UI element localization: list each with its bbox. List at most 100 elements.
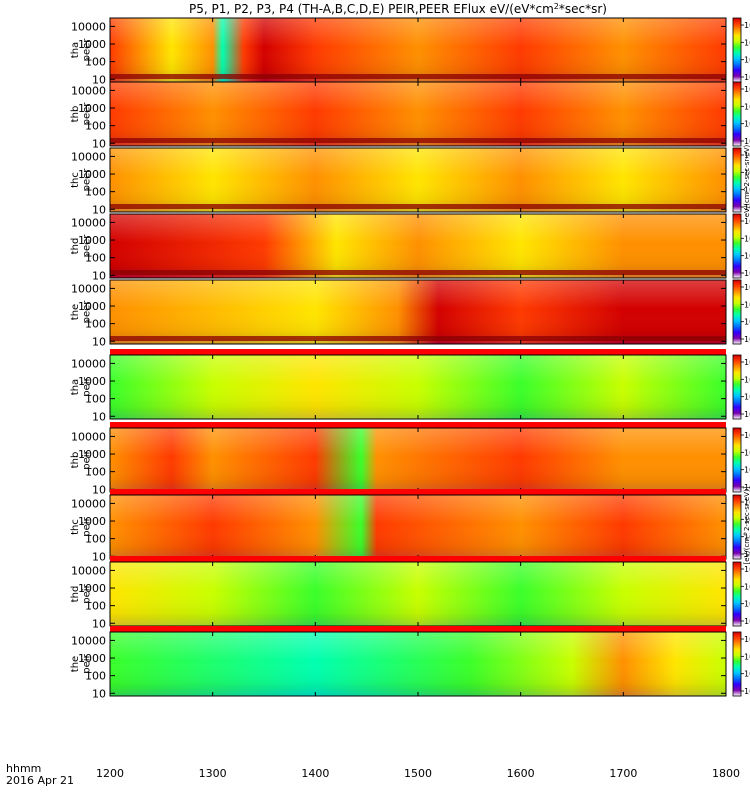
y-tick-label: 100 (85, 600, 106, 613)
gap-marker-band (110, 556, 726, 558)
colorbar-tick-label: 107 (744, 497, 750, 507)
energy-shading (110, 18, 726, 82)
energy-shading (110, 280, 726, 344)
energy-shading (110, 632, 726, 696)
chart-title: P5, P1, P2, P3, P4 (TH-A,B,C,D,E) PEIR,P… (189, 2, 607, 17)
y-tick-label: 10000 (71, 430, 106, 443)
colorbar-tick-label: 105 (744, 651, 750, 661)
colorbar-tick-label: 101 (744, 616, 750, 626)
panel-thb-peir: 10 100 1000 10000 thbpeir 107 105 103 101 (70, 422, 750, 496)
y-axis-label: thdpeer (70, 234, 93, 258)
y-tick-label: 1000 (78, 448, 106, 461)
panel-thd-peer: 10 100 1000 10000 thdpeer 108 106 104 102 (70, 213, 750, 282)
colorbar-tick-label: 101 (744, 549, 750, 559)
energy-shading (110, 562, 726, 626)
colorbar-tick-label: 107 (744, 357, 750, 367)
panel-the-peer: 10100100010000thepeer108106104102eV/(cm^… (70, 145, 750, 349)
y-tick-label: 10 (92, 203, 106, 216)
colorbar (732, 427, 742, 493)
x-axis-label-date: 2016 Apr 21 (6, 774, 74, 787)
y-tick-label: 10 (92, 687, 106, 700)
y-tick-label: 10000 (71, 564, 106, 577)
colorbar-tick-label: 105 (744, 581, 750, 591)
panel-thc-peir: 10 100 1000 10000 thcpeir 107 105 103 101 (70, 489, 750, 563)
y-tick-label: 10000 (71, 150, 106, 163)
gap-marker-band (110, 491, 726, 495)
y-tick-label: 100 (85, 670, 106, 683)
y-tick-label: 10 (92, 73, 106, 86)
y-axis-label: thcpeer (70, 168, 93, 192)
y-tick-label: 100 (85, 393, 106, 406)
colorbar-tick-label: 103 (744, 392, 750, 402)
colorbar-tick-label: 101 (744, 409, 750, 419)
y-tick-label: 1000 (78, 168, 106, 181)
gap-marker-band (110, 626, 726, 628)
panel-thb-peer: 10 100 1000 10000 thbpeer 108 106 104 102 (70, 81, 750, 150)
colorbar-tick-label: 108 (744, 282, 750, 292)
y-tick-label: 1000 (78, 375, 106, 388)
y-axis-label: thepeir (70, 653, 93, 673)
colorbar-tick-label: 104 (744, 55, 750, 65)
x-tick-label: 1800 (712, 767, 740, 780)
y-tick-label: 1000 (78, 234, 106, 247)
colorbar-tick-label: 102 (744, 334, 750, 344)
y-tick-label: 10000 (71, 497, 106, 510)
colorbar (732, 17, 742, 83)
y-tick-label: 100 (85, 466, 106, 479)
colorbar (732, 631, 742, 697)
gap-marker-band (110, 351, 726, 355)
y-axis-label: thbpeir (70, 449, 93, 469)
panel-thd-peir: 10 100 1000 10000 thdpeir 107 105 103 101 (70, 556, 750, 630)
x-tick-label: 1500 (404, 767, 432, 780)
colorbar (732, 354, 742, 420)
y-tick-label: 1000 (78, 102, 106, 115)
y-tick-label: 10 (92, 617, 106, 630)
energy-shading (110, 428, 726, 492)
y-tick-label: 10000 (71, 84, 106, 97)
x-tick-label: 1600 (507, 767, 535, 780)
colorbar-tick-label: 103 (744, 669, 750, 679)
energy-shading (110, 214, 726, 278)
energy-shading (110, 82, 726, 146)
y-tick-label: 100 (85, 533, 106, 546)
y-axis-label: thepeer (70, 300, 93, 324)
energy-shading (110, 355, 726, 419)
colorbar (732, 561, 742, 627)
colorbar-tick-label: 108 (744, 216, 750, 226)
y-tick-label: 100 (85, 252, 106, 265)
low-energy-band (110, 204, 726, 209)
y-tick-label: 10 (92, 137, 106, 150)
y-tick-label: 10 (92, 269, 106, 282)
x-tick-label: 1200 (96, 767, 124, 780)
gap-marker-band (110, 349, 726, 351)
panel-tha-peer: 10 100 1000 10000 thapeer 108 106 104 102 (70, 17, 750, 86)
y-axis-label: thapeer (70, 38, 93, 62)
colorbar-tick-label: 104 (744, 185, 750, 195)
y-tick-label: 10000 (71, 216, 106, 229)
y-tick-label: 10 (92, 410, 106, 423)
colorbar-tick-label: 103 (744, 532, 750, 542)
low-energy-band (110, 270, 726, 275)
panel-the-peir: 10100100010000thepeir107105103101[eV/(cm… (70, 486, 750, 700)
y-tick-label: 10 (92, 335, 106, 348)
x-axis-label-hhmm: hhmm (6, 762, 41, 775)
colorbar-tick-label: 108 (744, 84, 750, 94)
y-tick-label: 100 (85, 56, 106, 69)
colorbar-tick-label: 104 (744, 251, 750, 261)
gap-marker-band (110, 489, 726, 491)
gap-marker-band (110, 628, 726, 632)
colorbar (732, 494, 742, 560)
colorbar (732, 81, 742, 147)
y-axis-label: thapeir (70, 376, 93, 396)
gap-marker-band (110, 424, 726, 428)
colorbar (732, 213, 742, 279)
gap-marker-band (110, 558, 726, 562)
spectrogram-panels: 10100100010000thapeer1081061041021010010… (70, 17, 750, 700)
y-axis-label: thbpeer (70, 102, 93, 126)
y-tick-label: 100 (85, 318, 106, 331)
y-tick-label: 100 (85, 120, 106, 133)
panel-thc-peer: 10 100 1000 10000 thcpeer 108 106 104 102 (70, 147, 750, 216)
colorbar-tick-label: 107 (744, 564, 750, 574)
x-tick-label: 1400 (301, 767, 329, 780)
